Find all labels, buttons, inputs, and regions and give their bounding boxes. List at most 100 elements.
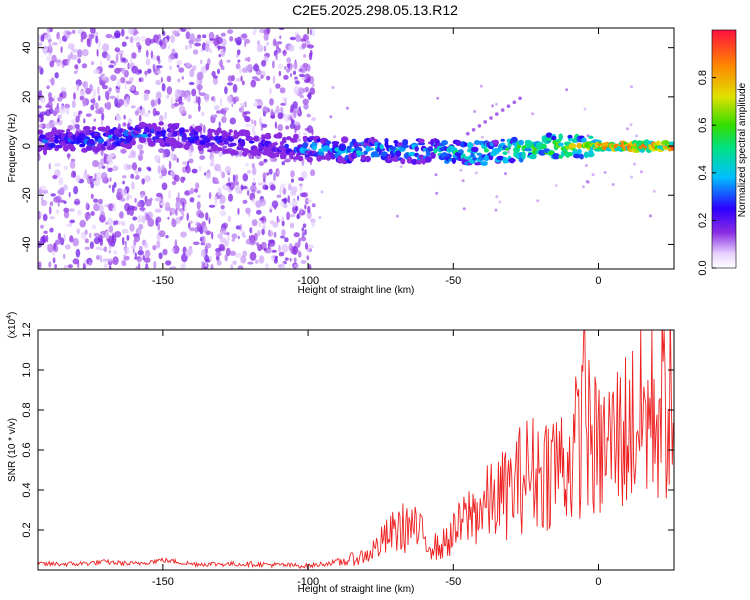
spectrogram-noise-blob — [166, 94, 170, 99]
spectrogram-signal-blob — [276, 132, 283, 139]
spectrogram-signal-blob — [82, 125, 91, 131]
y-tick-label: -40 — [21, 236, 33, 252]
spectrogram-noise-blob — [182, 201, 185, 211]
spectrogram-noise-blob — [89, 175, 92, 185]
spectrogram-noise-blob — [289, 214, 296, 218]
spectrogram-noise-blob — [585, 180, 589, 183]
spectrogram-streak-blob — [500, 108, 505, 112]
spectrogram-noise-blob — [185, 45, 189, 50]
spectrogram-noise-blob — [67, 264, 74, 269]
spectrogram-noise-blob — [108, 64, 115, 69]
spectrogram-noise-blob — [137, 249, 144, 256]
spectrogram-noise-blob — [164, 111, 167, 120]
spectrogram-noise-blob — [210, 264, 214, 269]
spectrogram-streak-blob — [471, 128, 476, 132]
spectrogram-noise-blob — [188, 43, 193, 49]
spectrogram-frame — [37, 27, 675, 270]
spectrogram-signal-blob — [492, 139, 500, 146]
spectrogram-noise-blob — [311, 203, 316, 208]
spectrogram-noise-blob — [126, 234, 130, 241]
spectrogram-noise-blob — [228, 176, 230, 183]
spectrogram-noise-blob — [68, 191, 71, 198]
spectrogram-noise-blob — [114, 231, 122, 238]
spectrogram-noise-blob — [565, 88, 569, 92]
spectrogram-noise-blob — [170, 152, 174, 160]
spectrogram-noise-blob — [480, 135, 484, 139]
spectrogram-noise-blob — [108, 249, 112, 254]
spectrogram-signal-blob — [225, 132, 232, 136]
spectrogram-signal-blob — [379, 144, 384, 150]
spectrogram-signal-blob — [502, 151, 508, 156]
x-tick-label: -100 — [297, 576, 319, 588]
spectrogram-noise-blob — [288, 243, 293, 252]
spectrogram-noise-blob — [167, 216, 170, 220]
spectrogram-noise-blob — [103, 262, 109, 269]
spectrogram-noise-blob — [169, 65, 172, 70]
spectrogram-noise-blob — [263, 158, 268, 163]
spectrogram-noise-blob — [110, 241, 116, 247]
spectrogram-noise-blob — [293, 232, 300, 238]
spectrogram-noise-blob — [310, 169, 316, 177]
spectrogram-signal-blob — [175, 122, 180, 127]
spectrogram-noise-blob — [244, 116, 250, 123]
spectrogram-noise-blob — [498, 200, 502, 204]
spectrogram-noise-blob — [122, 122, 127, 127]
spectrogram-signal-blob — [228, 129, 233, 134]
spectrogram-noise-blob — [305, 242, 308, 250]
spectrogram-noise-blob — [266, 41, 269, 46]
spectrogram-noise-blob — [48, 261, 52, 268]
spectrogram-noise-blob — [134, 170, 140, 175]
spectrogram-noise-blob — [92, 160, 99, 168]
spectrogram-noise-blob — [103, 246, 108, 252]
spectrogram-noise-blob — [48, 206, 52, 215]
spectrogram-noise-blob — [54, 162, 61, 167]
spectrogram-noise-blob — [172, 30, 179, 35]
spectrogram-noise-blob — [136, 255, 143, 263]
spectrogram-noise-blob — [139, 105, 143, 110]
spectrogram-noise-blob — [286, 63, 291, 68]
spectrogram-noise-blob — [196, 201, 201, 210]
spectrogram-noise-blob — [162, 153, 166, 159]
spectrogram-noise-blob — [53, 95, 56, 103]
spectrogram-signal-blob — [268, 152, 277, 156]
spectrogram-noise-blob — [219, 210, 227, 217]
spectrogram-noise-blob — [149, 197, 153, 202]
spectrogram-noise-blob — [290, 72, 293, 78]
spectrogram-noise-blob — [131, 162, 138, 171]
spectrogram-noise-blob — [278, 70, 282, 77]
spectrogram-noise-blob — [100, 158, 104, 166]
spectrogram-noise-blob — [300, 236, 307, 242]
spectrogram-noise-blob — [171, 248, 175, 253]
y-tick-label: 0.4 — [21, 482, 33, 497]
spectrogram-noise-blob — [241, 80, 245, 86]
spectrogram-noise-blob — [270, 254, 276, 261]
spectrogram-noise-blob — [121, 236, 125, 246]
spectrogram-noise-blob — [191, 168, 198, 174]
spectrogram-noise-blob — [39, 212, 43, 217]
spectrogram-signal-blob — [48, 142, 56, 149]
spectrogram-signal-blob — [215, 147, 223, 152]
spectrogram-noise-blob — [254, 63, 258, 69]
spectrogram-noise-blob — [251, 119, 254, 125]
spectrogram-plot: -150 -100 -50 0 -40 -20 0 20 40 Height of strai… — [7, 27, 675, 296]
spectrogram-noise-blob — [270, 115, 276, 119]
spectrogram-signal-blob — [358, 151, 364, 156]
spectrogram-noise-blob — [289, 122, 295, 129]
spectrogram-signal-blob — [286, 136, 292, 141]
spectrogram-noise-blob — [436, 96, 440, 100]
spectrogram-noise-blob — [185, 165, 188, 171]
spectrogram-noise-blob — [251, 219, 258, 227]
spectrogram-noise-blob — [135, 174, 140, 180]
spectrogram-noise-blob — [84, 212, 91, 220]
spectrogram-noise-blob — [97, 38, 101, 48]
spectrogram-noise-blob — [107, 167, 113, 173]
spectrogram-noise-blob — [178, 67, 185, 73]
spectrogram-noise-blob — [279, 186, 282, 196]
spectrogram-noise-blob — [240, 75, 243, 82]
spectrogram-signal-blob — [318, 151, 325, 156]
spectrogram-noise-blob — [220, 48, 226, 57]
spectrogram-noise-blob — [123, 254, 126, 262]
spectrogram-noise-blob — [137, 215, 144, 223]
spectrogram-noise-blob — [40, 224, 44, 229]
spectrogram-noise-blob — [106, 53, 111, 62]
